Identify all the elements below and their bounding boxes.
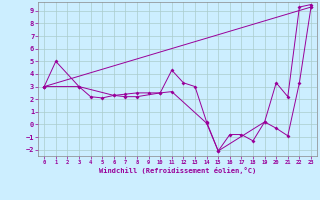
X-axis label: Windchill (Refroidissement éolien,°C): Windchill (Refroidissement éolien,°C) [99, 167, 256, 174]
